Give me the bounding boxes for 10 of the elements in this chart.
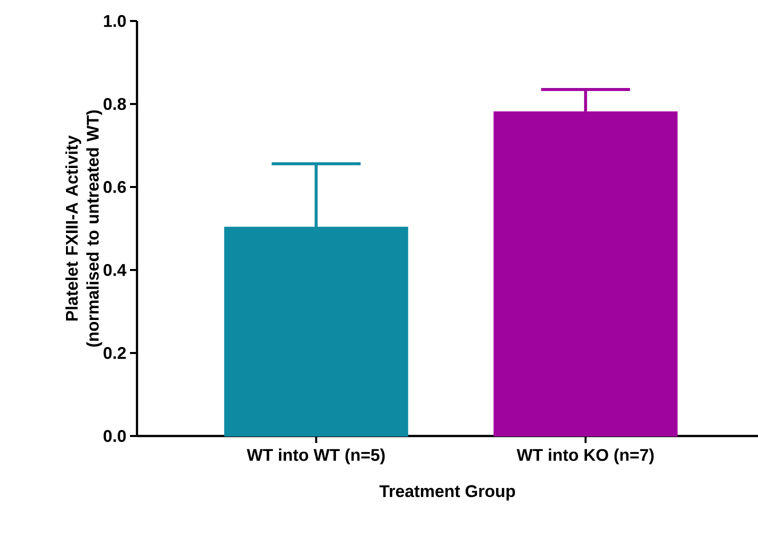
- y-tick-label: 0.6: [104, 181, 126, 193]
- y-tick-label: 1.0: [104, 14, 126, 27]
- y-tick-label: 0.0: [104, 430, 126, 442]
- y-tick-label: 0.2: [104, 347, 126, 359]
- x-tick-label: WT into KO (n=7): [516, 448, 654, 464]
- y-tick-label: 0.8: [104, 98, 126, 110]
- y-tick-label: 0.4: [104, 264, 126, 276]
- x-axis-title: Treatment Group: [379, 485, 516, 500]
- x-tick-label: WT into WT (n=5): [246, 448, 385, 464]
- y-axis-title: Platelet FXIII-A Activity (normalised to untreated WT): [65, 110, 102, 347]
